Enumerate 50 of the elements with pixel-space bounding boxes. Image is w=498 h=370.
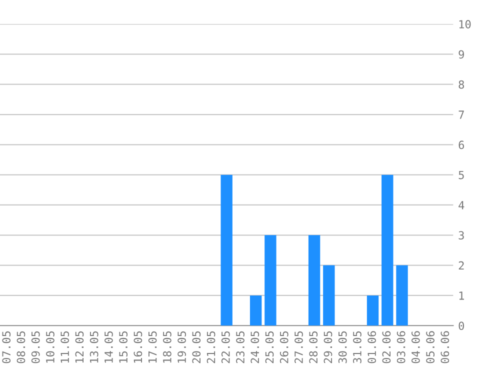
bar	[264, 235, 276, 326]
y-tick-label: 8	[458, 80, 464, 89]
y-tick-label: 10	[459, 20, 471, 28]
x-tick-label: 19.05	[178, 331, 186, 363]
y-tick-label: 4	[458, 201, 464, 210]
x-tick-label: 09.05	[31, 331, 40, 364]
bar	[250, 295, 262, 326]
bar	[366, 295, 379, 326]
y-tick-label: 9	[458, 50, 464, 59]
x-tick-label: 27.05	[294, 331, 303, 364]
x-tick-label: 28.05	[309, 331, 318, 364]
x-tick-label: 12.05	[75, 331, 84, 363]
x-tick-label: 01.06	[368, 331, 376, 364]
y-tick-label: 2	[458, 261, 464, 270]
y-tick-label: 1	[459, 292, 464, 300]
x-tick-label: 30.05	[338, 331, 347, 364]
x-tick-label: 14.05	[104, 331, 113, 363]
x-tick-label: 24.05	[250, 331, 260, 364]
y-tick-label: 7	[458, 110, 464, 119]
x-tick-label: 17.05	[148, 331, 157, 363]
bar	[308, 235, 320, 326]
bar	[220, 174, 232, 326]
x-tick-label: 08.05	[16, 331, 26, 364]
x-tick-label: 21.05	[206, 331, 216, 364]
x-tick-label: 31.05	[353, 331, 362, 364]
x-tick-label: 13.05	[90, 331, 98, 363]
bar	[382, 174, 394, 326]
x-tick-label: 11.05	[60, 331, 70, 363]
x-tick-label: 16.05	[134, 331, 142, 363]
x-tick-label: 25.05	[265, 331, 274, 364]
x-tick-label: 18.05	[162, 331, 172, 363]
x-tick-label: 23.05	[236, 331, 244, 364]
x-tick-label: 20.05	[192, 331, 201, 364]
y-tick-label: 0	[458, 322, 464, 330]
y-tick-label: 3	[458, 231, 464, 240]
x-tick-label: 07.05	[2, 331, 11, 364]
y-tick-label: 5	[458, 170, 464, 180]
x-tick-label: 26.05	[280, 331, 288, 364]
x-tick-label: 04.06	[411, 331, 420, 364]
x-tick-label: 15.05	[119, 331, 128, 363]
bar	[396, 265, 408, 326]
x-tick-label: 03.06	[396, 331, 406, 364]
y-tick-label: 6	[458, 140, 464, 150]
x-tick-label: 02.06	[382, 331, 391, 364]
x-tick-label: 06.06	[440, 331, 450, 364]
x-tick-label: 22.05	[221, 331, 230, 364]
bar	[323, 265, 335, 326]
x-tick-label: 05.06	[426, 331, 435, 364]
x-tick-label: 10.05	[46, 331, 54, 363]
x-tick-label: 29.05	[324, 331, 332, 364]
